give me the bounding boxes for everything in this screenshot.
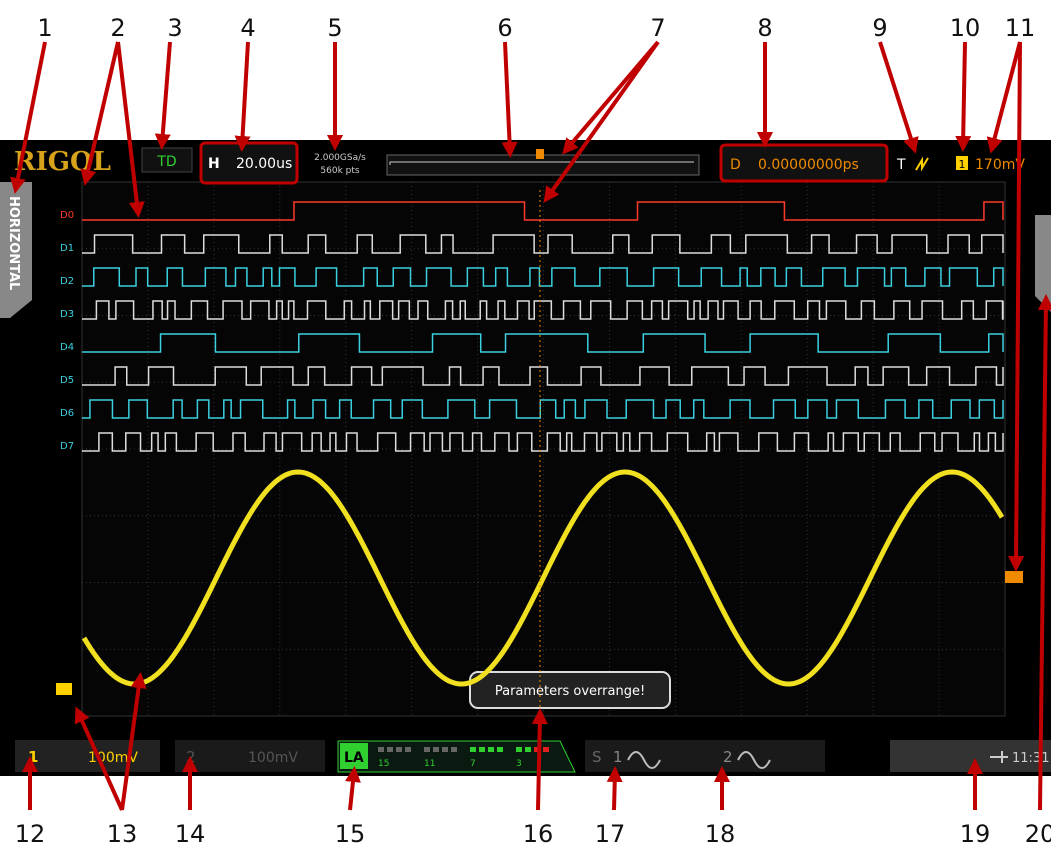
callout-number: 6 [497,14,512,42]
la-group-label: 7 [470,759,476,769]
trigger-source: 1 [959,158,966,171]
la-bit [442,747,448,752]
callout-number: 1 [37,14,52,42]
callout-number: 19 [960,820,991,848]
la-bit [543,747,549,752]
la-bit [424,747,430,752]
la-bit [488,747,494,752]
digital-label: D2 [60,276,74,287]
trigger-level-marker [1005,571,1023,583]
la-bit [497,747,503,752]
callout-number: 10 [950,14,981,42]
digital-label: D4 [60,342,74,353]
la-bit [387,747,393,752]
callout-number: 12 [15,820,46,848]
brand: RIGOL [14,147,111,177]
callout-number: 5 [327,14,342,42]
digital-label: D1 [60,243,74,254]
la-label: LA [344,750,364,766]
delay: 0.00000000ps [758,157,859,173]
la-group-label: 3 [516,759,522,769]
digital-label: D3 [60,309,74,320]
la-bit [516,747,522,752]
callout-number: 2 [110,14,125,42]
t-label: T [896,157,906,173]
right-tab[interactable] [1035,215,1051,312]
la-bit [405,747,411,752]
digital-label: D0 [60,210,74,221]
callout-number: 14 [175,820,206,848]
digital-label: D6 [60,408,74,419]
h-label: H [208,156,220,172]
la-bit [470,747,476,752]
callout-number: 15 [335,820,366,848]
ch1-marker [56,683,72,695]
la-group-label: 15 [378,759,389,769]
callout-number: 7 [650,14,665,42]
callout-number: 11 [1005,14,1036,42]
la-group-label: 11 [424,759,435,769]
side-tab-label: HORIZONTAL [6,196,21,290]
digital-label: D5 [60,375,74,386]
trigger-pos-marker [536,149,544,159]
time: 11:31 [1012,751,1049,766]
timebase: 20.00us [236,156,292,172]
la-bit [396,747,402,752]
s1-label: 1 [613,748,623,766]
message: Parameters overrange! [495,684,645,699]
s2-label: 2 [723,748,733,766]
callout-number: 18 [705,820,736,848]
mode: TD [156,154,176,170]
la-bit [479,747,485,752]
callout-number: 13 [107,820,138,848]
callout-number: 4 [240,14,255,42]
s-label: S [592,748,602,766]
digital-label: D7 [60,441,74,452]
sample-rate: 2.000GSa/s [314,153,366,163]
la-bit [451,747,457,752]
la-bit [525,747,531,752]
la-bit [433,747,439,752]
figure: RIGOL TD H 20.00us 2.000GSa/s 560k pts D… [0,0,1051,856]
callout-number: 17 [595,820,626,848]
ch2-scale: 100mV [248,750,298,766]
d-label: D [730,157,741,173]
callout-number: 20 [1025,820,1051,848]
memory-depth: 560k pts [320,166,359,176]
callout-number: 9 [872,14,887,42]
callout-number: 3 [167,14,182,42]
la-bit [378,747,384,752]
callout-number: 16 [523,820,554,848]
callout-number: 8 [757,14,772,42]
